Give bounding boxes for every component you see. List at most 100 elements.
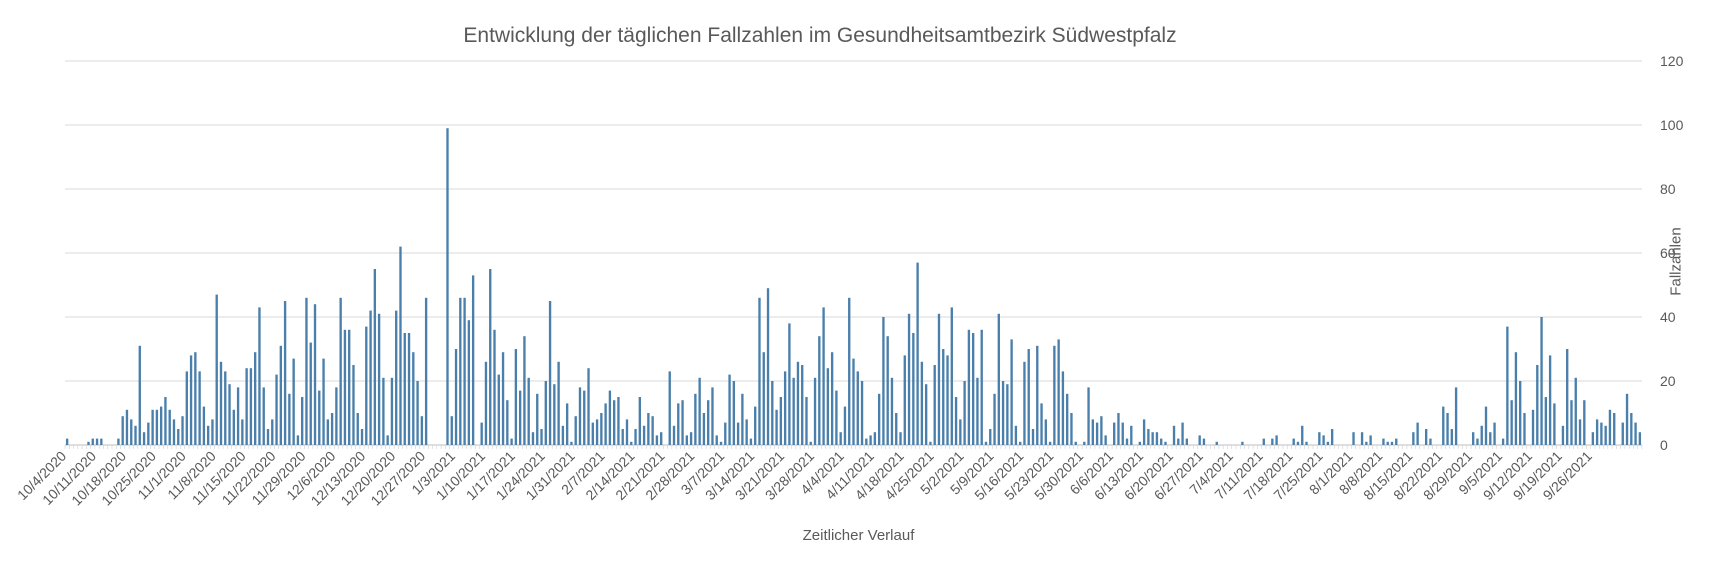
bar <box>865 438 868 445</box>
bar <box>634 429 637 445</box>
bar <box>1630 413 1633 445</box>
bar <box>518 390 522 445</box>
bar <box>224 371 227 445</box>
bar <box>1104 435 1107 445</box>
bar <box>1412 432 1415 445</box>
bar <box>801 365 804 445</box>
bar <box>1014 425 1018 445</box>
bar <box>1083 441 1086 445</box>
bar <box>1305 441 1308 445</box>
bar <box>523 336 526 445</box>
bar <box>967 329 971 445</box>
bar <box>1095 422 1099 445</box>
bar <box>382 377 385 445</box>
bar <box>655 435 659 445</box>
bar <box>531 432 535 445</box>
bar <box>574 416 577 445</box>
bar <box>989 429 992 445</box>
bar <box>702 413 706 445</box>
bar <box>95 438 99 445</box>
bar <box>689 432 693 445</box>
bar <box>963 381 966 445</box>
bar <box>1164 441 1167 445</box>
bar <box>1215 441 1218 445</box>
bar <box>942 349 945 445</box>
bar <box>920 361 924 445</box>
bar <box>202 406 206 445</box>
bar <box>1019 441 1022 445</box>
bar <box>130 419 133 445</box>
bar <box>489 269 492 445</box>
bar <box>356 413 359 445</box>
bar <box>322 358 325 445</box>
bar <box>681 400 684 445</box>
y-tick-label: 20 <box>1660 373 1676 389</box>
bar <box>1292 438 1295 445</box>
bar <box>1031 429 1035 445</box>
bar <box>762 352 765 445</box>
bar <box>1057 339 1060 445</box>
bar <box>1574 377 1577 445</box>
bar <box>395 310 398 445</box>
bar <box>1147 429 1150 445</box>
bar <box>1117 413 1120 445</box>
bar <box>1561 425 1565 445</box>
bar <box>544 381 547 445</box>
bar <box>1044 419 1047 445</box>
bar <box>390 377 394 445</box>
bar <box>1450 429 1453 445</box>
bar <box>1155 432 1159 445</box>
bar <box>984 441 988 445</box>
bar <box>420 416 424 445</box>
bar <box>1613 413 1616 445</box>
bar <box>1480 425 1483 445</box>
bar <box>1390 441 1394 445</box>
bar <box>617 397 620 445</box>
bar <box>835 390 838 445</box>
bar <box>694 393 697 445</box>
bar <box>1053 345 1056 445</box>
bar <box>1395 438 1398 445</box>
bar <box>583 390 586 445</box>
bar <box>1006 384 1009 445</box>
y-tick-label: 120 <box>1660 53 1684 69</box>
bar <box>1087 387 1090 445</box>
bar <box>848 297 851 445</box>
bar <box>950 307 953 445</box>
bar <box>236 387 240 445</box>
y-tick-label: 60 <box>1660 245 1676 261</box>
bar <box>309 342 312 445</box>
bar <box>668 371 671 445</box>
bar <box>1625 393 1629 445</box>
bar <box>719 441 723 445</box>
bar <box>677 403 680 445</box>
bar <box>352 365 355 445</box>
bar <box>1514 352 1518 445</box>
bar <box>578 387 582 445</box>
bar <box>1151 432 1154 445</box>
bar <box>1454 387 1458 445</box>
bar <box>386 435 389 445</box>
bar <box>595 419 599 445</box>
bar <box>232 409 235 445</box>
bar <box>903 355 906 445</box>
bar <box>1023 361 1026 445</box>
bar <box>1548 355 1552 445</box>
bar <box>1048 441 1052 445</box>
bar <box>1113 422 1116 445</box>
chart-title: Entwicklung der täglichen Fallzahlen im … <box>463 24 1177 47</box>
bar <box>181 416 184 445</box>
bar <box>959 419 962 445</box>
bar <box>1138 441 1142 445</box>
bar <box>895 413 898 445</box>
bar <box>869 435 872 445</box>
bar <box>159 406 163 445</box>
bar <box>1425 429 1428 445</box>
bar <box>1121 422 1124 445</box>
bar <box>1271 438 1274 445</box>
bar <box>604 403 607 445</box>
bar <box>279 345 282 445</box>
bar <box>937 313 941 445</box>
bar <box>856 371 859 445</box>
bar <box>1519 381 1522 445</box>
